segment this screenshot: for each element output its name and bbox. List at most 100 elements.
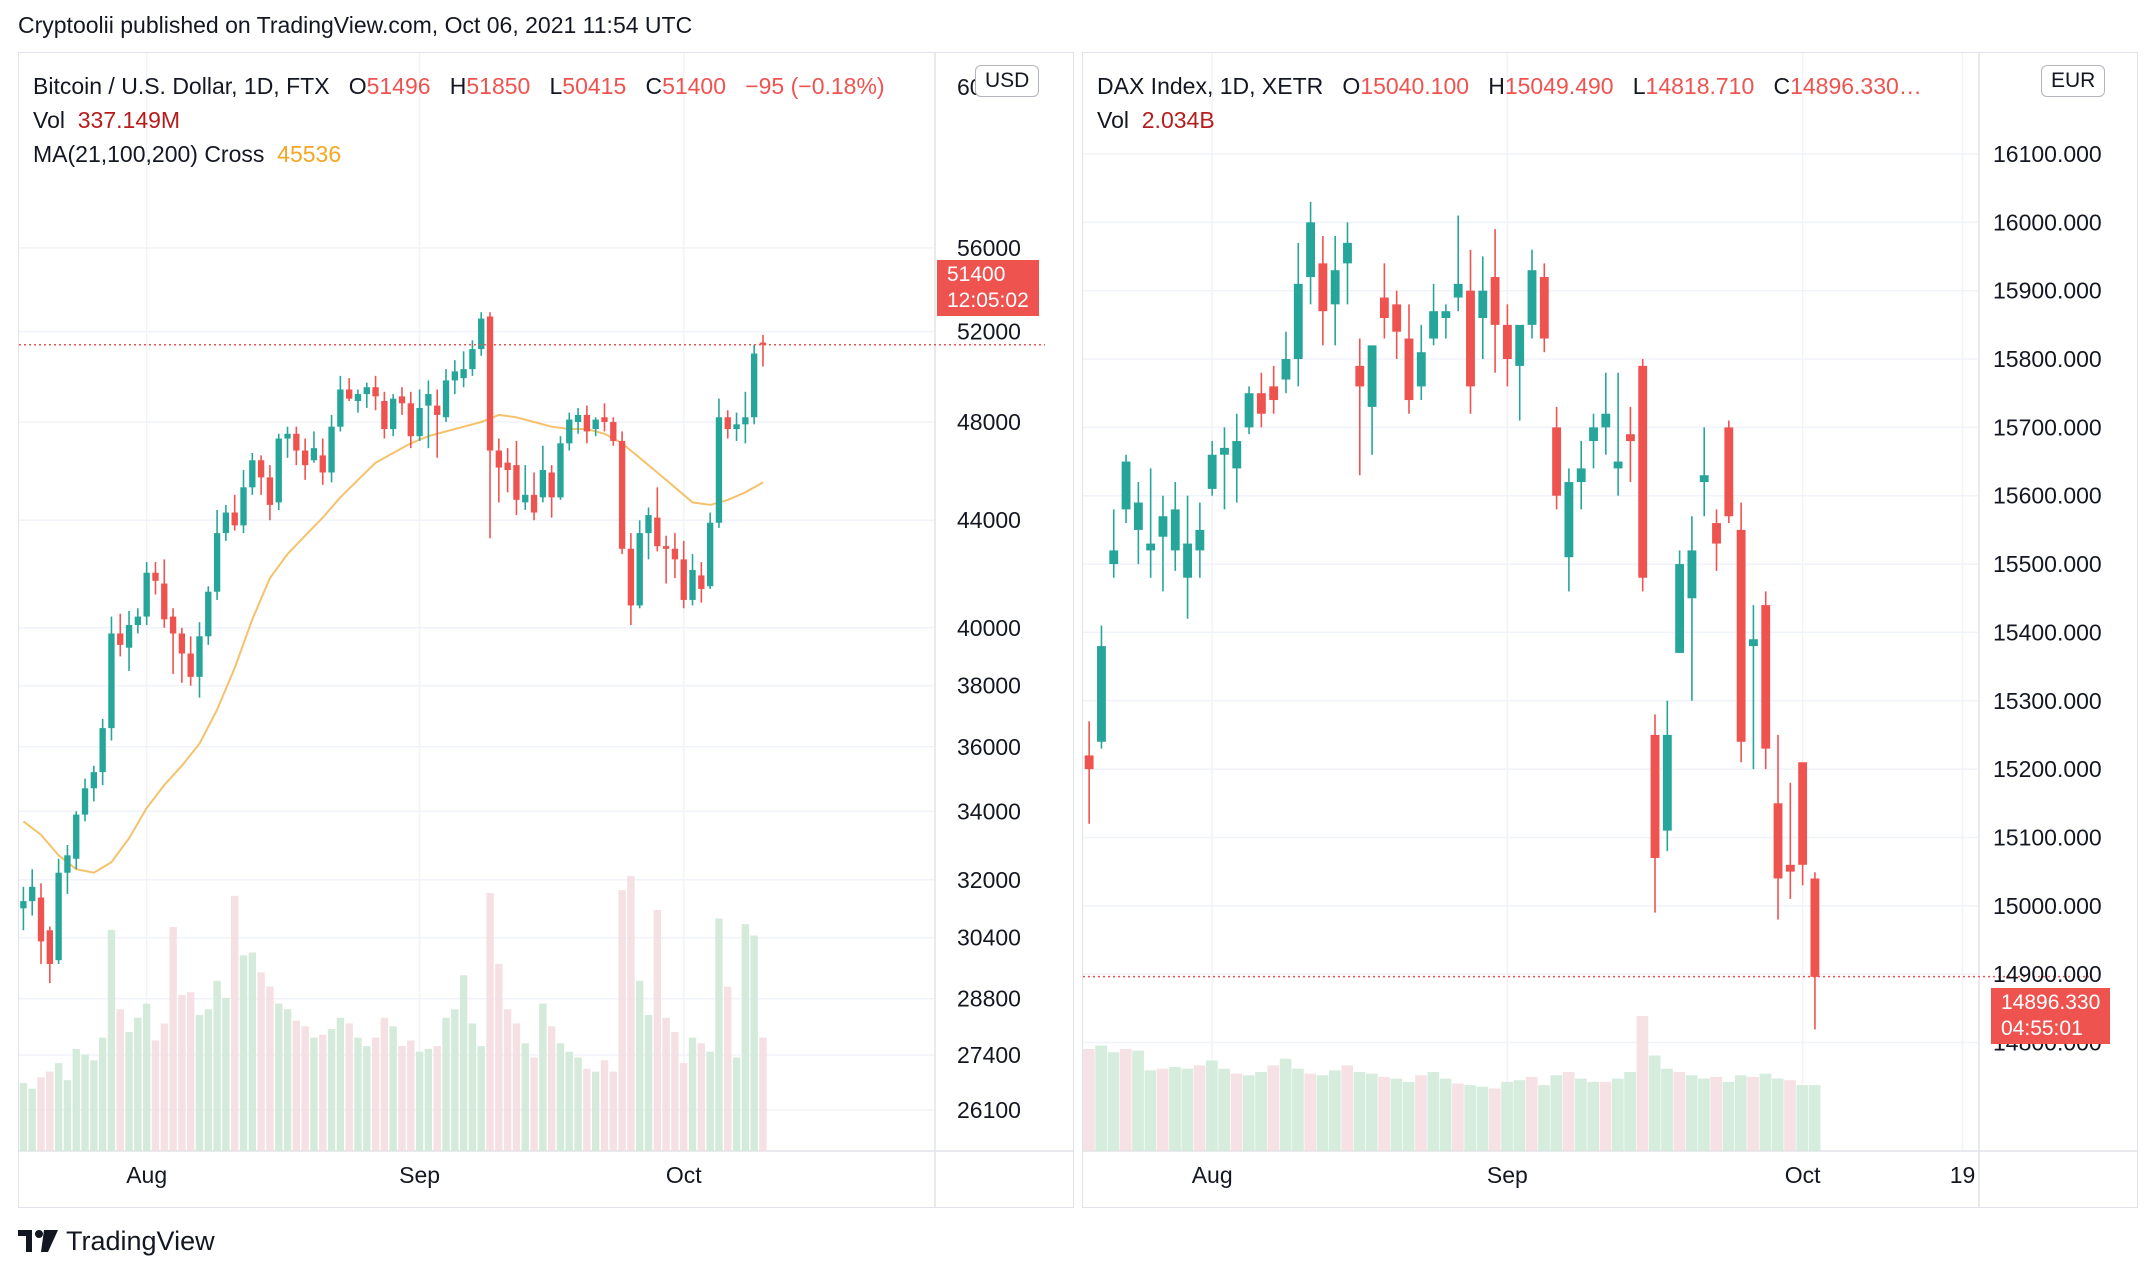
- candle-body: [363, 387, 370, 395]
- volume-bar: [1673, 1071, 1686, 1151]
- volume-bar: [512, 1023, 521, 1151]
- price-tick-label: 16100.000: [1993, 141, 2102, 167]
- candle-body: [81, 788, 89, 815]
- candle-body: [733, 424, 740, 430]
- price-tick-label: 15900.000: [1993, 278, 2102, 304]
- candle-body: [1539, 277, 1549, 339]
- volume-bar: [433, 1046, 441, 1151]
- volume-bar: [486, 893, 494, 1151]
- candle-body: [566, 419, 573, 444]
- candle-body: [715, 417, 723, 523]
- candle-body: [1306, 222, 1316, 278]
- candle-body: [1490, 277, 1500, 325]
- publisher-line: Cryptoolii published on TradingView.com,…: [18, 12, 693, 38]
- volume-bar: [1402, 1081, 1415, 1151]
- volume-bar: [503, 1009, 512, 1151]
- volume-bar: [1771, 1078, 1784, 1151]
- volume-bar: [160, 1023, 168, 1151]
- volume-bar: [583, 1068, 591, 1151]
- volume-bar: [574, 1057, 582, 1151]
- volume-bar: [1439, 1078, 1452, 1151]
- volume-bar: [530, 1057, 538, 1151]
- candle-body: [99, 728, 106, 773]
- volume-bar: [591, 1071, 600, 1151]
- volume-bar: [477, 1046, 485, 1151]
- price-tick-label: 28800: [957, 986, 1021, 1012]
- volume-bar: [1488, 1088, 1501, 1151]
- candle-body: [1552, 427, 1562, 496]
- volume-bar: [1156, 1068, 1169, 1151]
- volume-bar: [54, 1063, 63, 1151]
- volume-bar: [1452, 1083, 1464, 1151]
- volume-bar: [636, 980, 644, 1151]
- volume-bar: [125, 1031, 133, 1151]
- volume-bar: [1230, 1073, 1243, 1151]
- price-tick-label: 26100: [957, 1097, 1021, 1123]
- dax-chart-pane[interactable]: 16100.000 16000.000 15900.000 15800.000 1570…: [1082, 52, 2138, 1208]
- candle-body: [231, 512, 238, 526]
- bitcoin-chart-pane[interactable]: 56000 52000 48000 44000 40000 38000 36000 34000…: [18, 52, 1074, 1208]
- candle-body: [1773, 803, 1783, 879]
- time-tick-label: 19: [1950, 1162, 1976, 1188]
- volume-bar: [468, 1023, 477, 1151]
- volume-bar: [1698, 1078, 1710, 1151]
- candle-body: [1220, 447, 1229, 455]
- time-tick-label: Aug: [126, 1162, 167, 1188]
- currency-badge-eur[interactable]: EUR: [2041, 65, 2106, 97]
- candle-body: [574, 414, 582, 422]
- candle-body: [187, 653, 194, 677]
- low-label: L: [1632, 73, 1646, 99]
- candle-body: [125, 624, 133, 648]
- price-tick-label: 15400.000: [1993, 619, 2102, 645]
- price-tick-label: 56000: [957, 235, 1021, 261]
- volume-bar: [1095, 1045, 1107, 1151]
- candle-body: [742, 417, 749, 425]
- open-label: O: [348, 73, 367, 99]
- close-value: 14896.330…: [1790, 73, 1922, 99]
- candle-body: [143, 572, 150, 617]
- candle-body: [416, 407, 423, 437]
- volume-bar: [1550, 1075, 1563, 1151]
- candle-body: [196, 636, 203, 677]
- volume-label: Vol: [1097, 107, 1129, 133]
- volume-bar: [724, 986, 732, 1151]
- candle-body: [1662, 734, 1672, 831]
- volume-bar: [1476, 1086, 1489, 1151]
- price-tick-label: 36000: [957, 734, 1021, 760]
- price-tick-label: 15200.000: [1993, 756, 2102, 782]
- volume-bar: [1144, 1070, 1157, 1151]
- time-tick-label: Oct: [666, 1162, 702, 1188]
- volume-bar: [310, 1037, 318, 1151]
- volume-bar: [37, 1077, 45, 1151]
- candle-body: [1170, 509, 1180, 551]
- volume-bar: [81, 1054, 89, 1151]
- candle-body: [1638, 365, 1648, 578]
- volume-bar: [371, 1037, 380, 1151]
- bitcoin-ma-row: MA(21,100,200) Cross 45536: [33, 137, 885, 171]
- volume-bar: [28, 1088, 36, 1151]
- candle-body: [1466, 290, 1475, 387]
- bitcoin-chart-canvas[interactable]: 56000 52000 48000 44000 40000 38000 36000 34000…: [19, 53, 1073, 1207]
- dax-chart-canvas[interactable]: 16100.000 16000.000 15900.000 15800.000 1570…: [1083, 53, 2137, 1207]
- volume-value: 2.034B: [1141, 107, 1215, 133]
- candle-body: [1613, 461, 1623, 469]
- volume-bar: [169, 927, 177, 1151]
- price-tick-label: 27400: [957, 1042, 1021, 1068]
- price-tick-label: 15700.000: [1993, 414, 2102, 440]
- currency-badge-usd[interactable]: USD: [975, 65, 1040, 97]
- candle-body: [1318, 263, 1328, 312]
- volume-bar: [90, 1060, 98, 1151]
- price-tick-label: 15300.000: [1993, 688, 2102, 714]
- volume-bar: [1722, 1081, 1735, 1151]
- volume-label: Vol: [33, 107, 65, 133]
- candle-body: [495, 450, 503, 468]
- candle-body: [46, 930, 53, 964]
- volume-bar: [741, 924, 750, 1151]
- candle-body: [1404, 338, 1414, 401]
- candle-body: [64, 855, 71, 873]
- volume-bar: [1710, 1076, 1723, 1151]
- candle-body: [249, 460, 256, 488]
- volume-bar: [1316, 1075, 1329, 1151]
- volume-bar: [266, 986, 274, 1151]
- candle-body: [627, 548, 635, 606]
